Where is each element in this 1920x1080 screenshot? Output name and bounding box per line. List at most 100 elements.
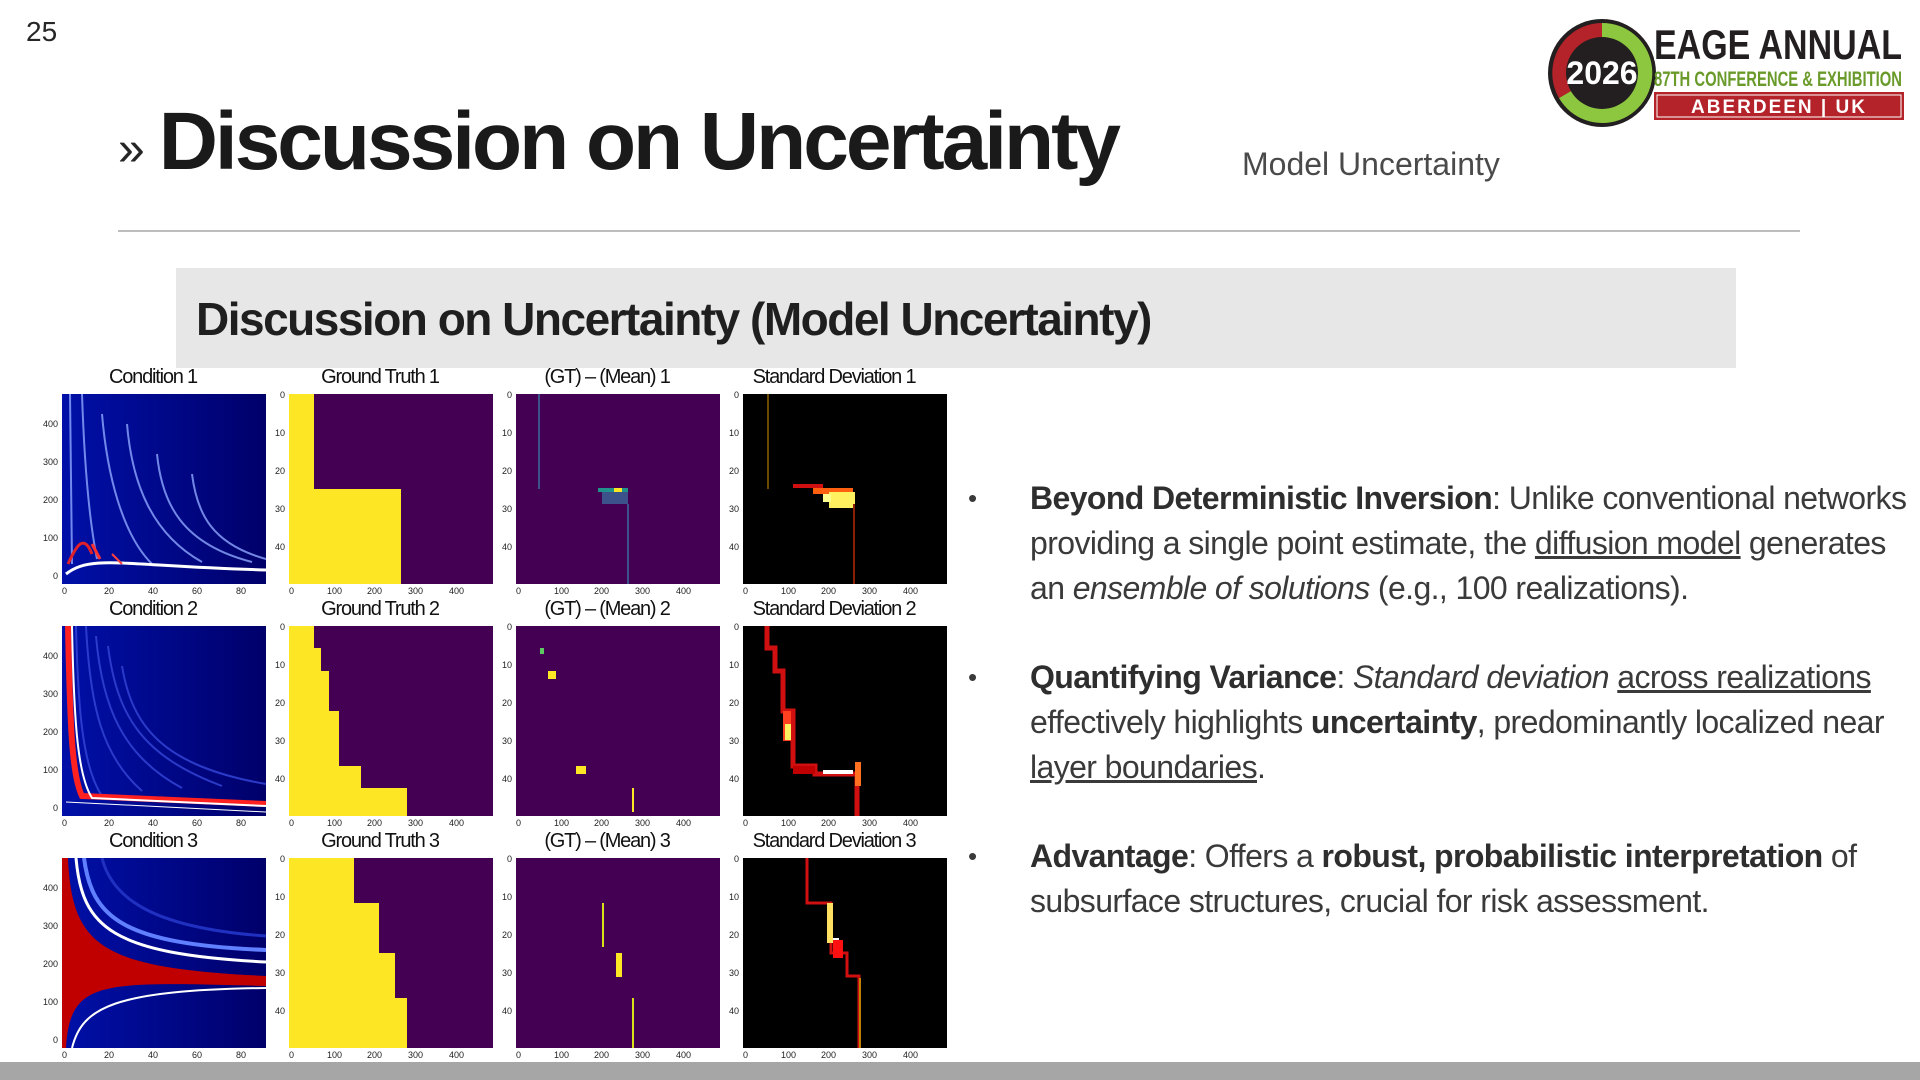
bullet-marker: • [968,662,977,692]
y-tick: 30 [274,968,285,978]
y-tick: 20 [274,466,285,476]
x-tick: 300 [862,1050,878,1060]
y-tick: 30 [728,968,739,978]
x-tick: 80 [236,818,247,828]
bullet-underlined: layer boundaries [1030,749,1258,785]
difference-image [516,858,720,1048]
ground-truth-plot-2: Ground Truth 2 0 10 20 30 40 0 100 200 3… [267,598,493,830]
x-tick: 0 [743,1050,749,1060]
y-tick: 200 [42,495,58,505]
difference-plot-1: (GT) – (Mean) 1 0 10 20 30 40 0 100 200 … [494,366,720,598]
x-tick: 300 [635,818,651,828]
y-tick: 30 [274,504,285,514]
logo-line1: EAGE ANNUAL [1654,21,1902,68]
x-tick: 400 [903,818,919,828]
bullet-text: . [1257,749,1266,785]
bullet-text: : Unlike conventional networks providing… [1030,480,1907,561]
plot-title: Ground Truth 3 [321,830,440,852]
y-tick: 30 [274,736,285,746]
x-tick: 100 [327,818,343,828]
bullet-heading: Quantifying Variance [1030,659,1337,695]
x-tick: 400 [449,586,465,596]
x-tick: 300 [862,586,878,596]
logo-line3: ABERDEEN | UK [1691,97,1867,118]
page-number: 25 [26,16,58,47]
x-tick: 0 [516,1050,522,1060]
y-tick: 100 [42,533,58,543]
x-tick: 20 [104,818,115,828]
y-tick: 0 [733,854,739,864]
x-tick: 300 [408,586,424,596]
y-tick: 100 [42,765,58,775]
x-tick: 80 [236,586,247,596]
y-tick: 40 [274,542,285,552]
y-tick: 20 [728,930,739,940]
bullet-text: of subsurface structures, crucial for ri… [1030,838,1857,919]
bullet-italic: ensemble of solutions [1072,570,1371,606]
bullet-text: , predominantly localized near [1476,704,1885,740]
y-tick: 20 [728,698,739,708]
bullet-item: • Quantifying Variance: Standard deviati… [968,655,1908,790]
std-image [743,394,947,584]
x-tick: 300 [635,1050,651,1060]
x-tick: 100 [327,586,343,596]
results-figure: Condition 1 400 300 200 100 0 0 20 40 60… [40,366,960,1062]
y-tick: 300 [42,921,58,931]
x-tick: 0 [743,586,749,596]
y-tick: 30 [501,504,512,514]
x-tick: 200 [821,586,837,596]
y-tick: 100 [42,997,58,1007]
x-tick: 300 [408,1050,424,1060]
x-tick: 40 [148,1050,159,1060]
bullet-marker: • [968,841,977,871]
y-tick: 40 [728,1006,739,1016]
bullet-list: • Beyond Deterministic Inversion: Unlike… [968,476,1908,968]
x-tick: 60 [192,586,203,596]
seismic-image [62,626,266,816]
velocity-image [289,394,493,584]
x-tick: 300 [862,818,878,828]
x-tick: 80 [236,1050,247,1060]
y-tick: 30 [728,736,739,746]
y-tick: 40 [274,1006,285,1016]
x-tick: 100 [781,818,797,828]
y-tick: 30 [501,736,512,746]
x-tick: 40 [148,818,159,828]
y-tick: 20 [728,466,739,476]
y-tick: 10 [501,428,512,438]
x-tick: 40 [148,586,159,596]
x-tick: 100 [327,1050,343,1060]
y-tick: 0 [52,571,58,581]
x-tick: 400 [676,1050,692,1060]
eage-logo: 2026 EAGE ANNUAL 87TH CONFERENCE & EXHIB… [1548,19,1904,127]
plot-title: Ground Truth 2 [321,598,440,620]
title-row: » Discussion on Uncertainty [118,95,1121,189]
x-tick: 0 [289,818,295,828]
bullet-text: effectively highlights [1030,704,1311,740]
y-tick: 40 [501,1006,512,1016]
y-tick: 400 [42,419,58,429]
x-tick: 400 [676,818,692,828]
ground-truth-plot-1: Ground Truth 1 0 10 20 30 40 0 100 200 3… [267,366,493,598]
x-tick: 200 [821,818,837,828]
x-tick: 60 [192,818,203,828]
bullet-bold: uncertainty [1310,704,1477,740]
y-tick: 10 [274,892,285,902]
plot-title: Standard Deviation 2 [752,598,917,620]
banner: Discussion on Uncertainty (Model Uncerta… [176,268,1736,368]
y-tick: 0 [733,622,739,632]
x-tick: 0 [289,1050,295,1060]
y-tick: 20 [274,930,285,940]
y-tick: 10 [501,892,512,902]
y-tick: 20 [501,466,512,476]
bullet-heading: Beyond Deterministic Inversion [1030,480,1493,516]
bullet-marker: • [968,483,977,513]
x-tick: 0 [743,818,749,828]
x-tick: 0 [62,818,68,828]
section-label: Model Uncertainty [1242,146,1500,182]
x-tick: 0 [516,818,522,828]
velocity-image [289,626,493,816]
y-tick: 0 [506,622,512,632]
std-image [743,858,947,1048]
x-tick: 200 [594,1050,610,1060]
